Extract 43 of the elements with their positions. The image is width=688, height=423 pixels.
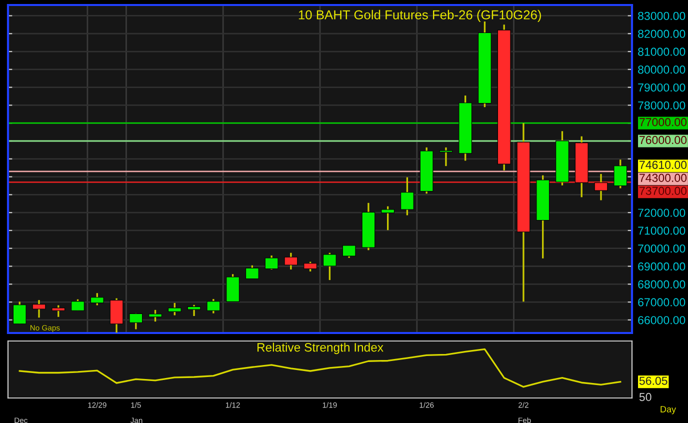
ref-line-label: 73700.00: [640, 186, 687, 195]
candlestick: [129, 312, 143, 330]
y-tick-label: 79000.00: [638, 83, 686, 92]
y-tick-label: 66000.00: [638, 316, 686, 324]
text: 50: [639, 392, 652, 402]
ref-line-label: 76000.00: [640, 136, 687, 144]
y-tick-label: 80000.00: [638, 66, 686, 74]
candlestick: [439, 146, 453, 167]
text: Day: [660, 406, 676, 414]
candlestick: [90, 292, 104, 306]
candlestick: [71, 298, 84, 312]
y-tick-label: 78000.00: [638, 101, 686, 110]
candlestick: [342, 244, 356, 259]
candlestick: [148, 309, 162, 322]
y-tick-label: 82000.00: [638, 30, 686, 38]
candlestick: [381, 205, 394, 231]
text: 56.05: [639, 376, 668, 385]
y-tick-label: 83000.00: [638, 12, 686, 20]
y-tick-label: 68000.00: [638, 280, 686, 288]
candlestick: [32, 299, 46, 318]
ref-line-label: 77000.00: [640, 118, 687, 126]
chart-title: Relative Strength Index: [257, 342, 384, 354]
candlestick: [206, 298, 220, 314]
y-tick-label: 71000.00: [638, 226, 686, 235]
candlestick: [187, 304, 201, 317]
ref-line-label: 74300.00: [640, 174, 687, 182]
candlestick: [264, 254, 278, 270]
text: 74610.00: [640, 160, 687, 169]
y-tick-label: 70000.00: [638, 244, 686, 253]
candlestick: [304, 260, 317, 272]
candlestick: [400, 176, 414, 216]
candlestick: [110, 297, 124, 333]
candlestick: [168, 302, 182, 316]
chart-title: 10 BAHT Gold Futures Feb-26 (GF10G26): [298, 10, 541, 22]
candlestick: [594, 173, 608, 202]
candlestick: [284, 252, 298, 270]
y-tick-label: 81000.00: [638, 48, 686, 56]
candlestick: [323, 252, 336, 281]
candlestick: [52, 304, 66, 318]
y-tick-label: 72000.00: [638, 208, 686, 217]
y-tick-label: 67000.00: [638, 298, 686, 306]
y-tick-label: 69000.00: [638, 262, 686, 271]
candlestick: [246, 264, 259, 280]
